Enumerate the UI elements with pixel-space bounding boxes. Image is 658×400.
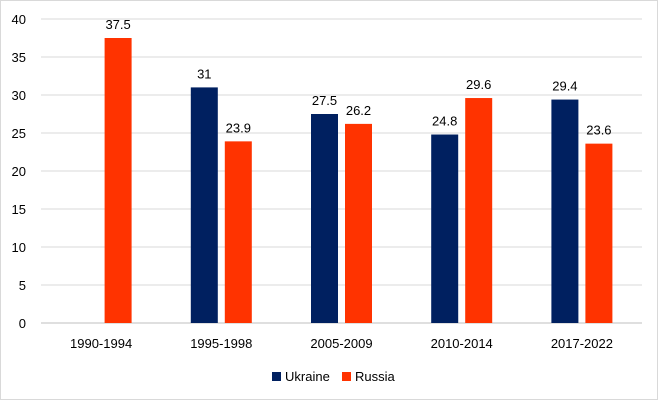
- bars: [104, 38, 613, 324]
- data-label: 29.4: [552, 79, 577, 94]
- bar-russia-2005-2009: [345, 123, 372, 323]
- data-label: 37.5: [105, 17, 130, 32]
- bar-russia-1995-1998: [224, 141, 252, 323]
- legend: Ukraine Russia: [272, 369, 396, 384]
- x-tick-label: 2010-2014: [431, 336, 493, 351]
- data-labels: 37.5 31 23.9 27.5 26.2 24.8 29.6 29.4 23.6: [105, 17, 611, 138]
- y-tick-label: 10: [12, 240, 26, 255]
- data-label: 27.5: [312, 93, 337, 108]
- data-label: 24.8: [432, 114, 457, 129]
- data-label: 26.2: [346, 103, 371, 118]
- bar-ukraine-1995-1998: [190, 87, 218, 324]
- gridlines: [41, 18, 642, 324]
- data-label: 23.9: [226, 120, 251, 135]
- bar-ukraine-2005-2009: [311, 114, 338, 323]
- y-tick-label: 0: [19, 316, 26, 331]
- y-tick-label: 15: [12, 202, 26, 217]
- bar-russia-2010-2014: [465, 98, 493, 323]
- x-tick-label: 1990-1994: [70, 336, 132, 351]
- y-tick-label: 30: [12, 88, 26, 103]
- legend-label-ukraine: Ukraine: [285, 369, 330, 384]
- x-axis: 1990-1994 1995-1998 2005-2009 2010-2014 2017…: [70, 336, 613, 351]
- legend-swatch-russia: [342, 372, 351, 381]
- data-label: 29.6: [466, 77, 491, 92]
- y-tick-label: 40: [12, 12, 26, 27]
- x-tick-label: 2017-2022: [551, 336, 613, 351]
- y-axis: 0 5 10 15 20 25 30 35 40: [12, 12, 26, 331]
- bar-russia-1990-1994: [104, 38, 132, 323]
- bar-ukraine-2010-2014: [431, 134, 459, 323]
- x-tick-label: 2005-2009: [310, 336, 372, 351]
- bar-ukraine-2017-2022: [551, 99, 579, 323]
- legend-swatch-ukraine: [272, 372, 281, 381]
- y-tick-label: 20: [12, 164, 26, 179]
- x-tick-label: 1995-1998: [190, 336, 252, 351]
- data-label: 31: [197, 66, 211, 81]
- y-tick-label: 5: [19, 278, 26, 293]
- legend-label-russia: Russia: [355, 369, 396, 384]
- y-tick-label: 25: [12, 126, 26, 141]
- bar-russia-2017-2022: [585, 143, 613, 323]
- y-tick-label: 35: [12, 50, 26, 65]
- data-label: 23.6: [586, 123, 611, 138]
